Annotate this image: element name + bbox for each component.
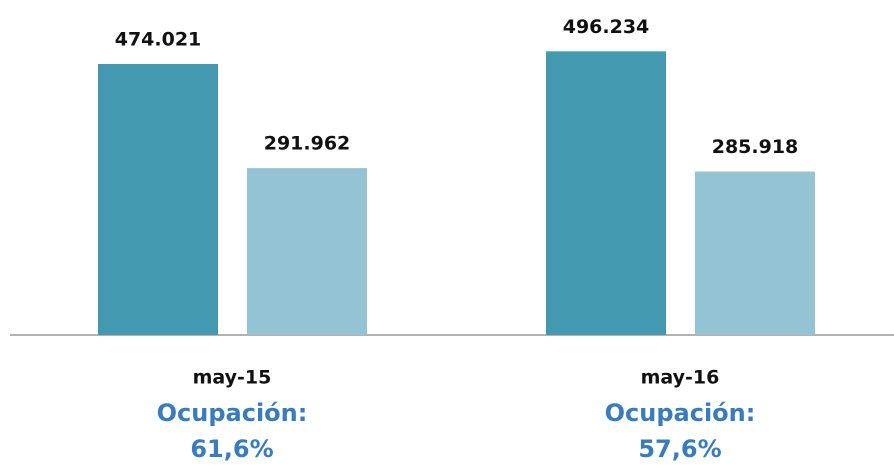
value-label: 285.918 — [712, 136, 799, 158]
value-label: 291.962 — [264, 133, 351, 155]
bar — [98, 64, 218, 336]
annotation-title: Ocupación: — [157, 399, 308, 427]
bar — [247, 168, 367, 335]
annotation-text: 57,6% — [638, 435, 721, 463]
x-tick-label: may-16 — [641, 367, 720, 389]
bar — [546, 51, 666, 335]
value-label: 496.234 — [563, 16, 650, 38]
value-label: 474.021 — [115, 29, 202, 51]
bar — [695, 171, 815, 335]
annotation-text: 61,6% — [190, 435, 273, 463]
x-tick-label: may-15 — [193, 367, 272, 389]
annotation-title: Ocupación: — [605, 399, 756, 427]
